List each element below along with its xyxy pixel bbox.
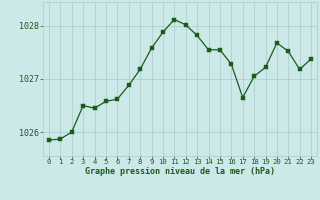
X-axis label: Graphe pression niveau de la mer (hPa): Graphe pression niveau de la mer (hPa) xyxy=(85,167,275,176)
